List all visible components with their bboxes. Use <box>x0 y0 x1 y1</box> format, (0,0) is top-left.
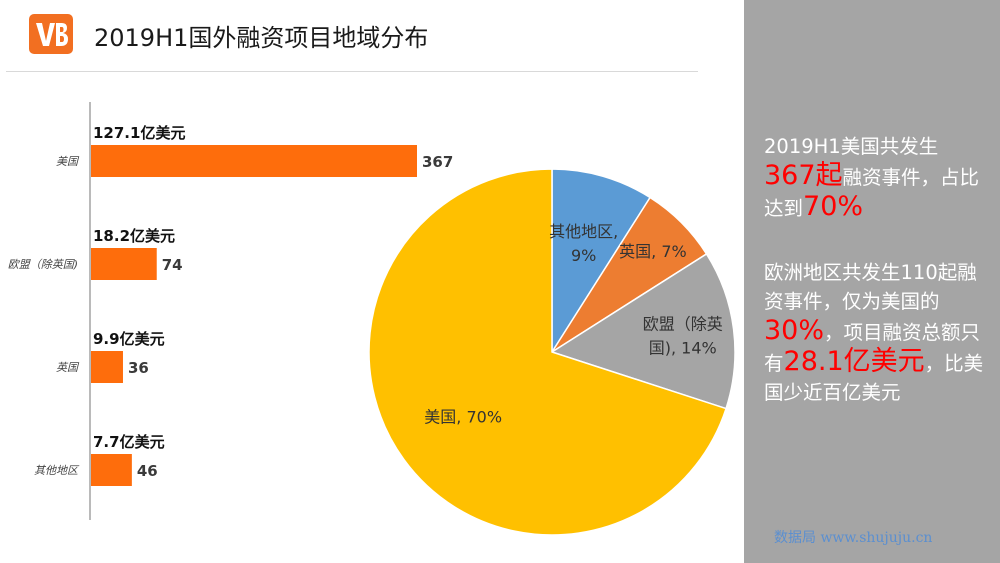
summary-text: 欧洲地区共发生110起融资事件，仅为美国的 <box>764 261 977 313</box>
bar <box>91 248 157 280</box>
bar-category-label: 美国 <box>56 155 80 168</box>
pie-slice-label-line2: 9% <box>571 246 596 265</box>
bar-category-label: 欧盟（除英国) <box>8 258 78 271</box>
brand-logo <box>29 14 73 54</box>
summary-sidebar: 2019H1美国共发生 367起融资事件，占比达到70% 欧洲地区共发生110起融… <box>744 0 1000 563</box>
bar-value-label: 46 <box>137 462 158 480</box>
logo-mark-icon <box>36 23 68 46</box>
summary-text: ，比美国少近百亿美元 <box>764 352 984 404</box>
pie-slice-label: 其他地区, <box>549 222 618 241</box>
pie-slice-label: 欧盟（除英 <box>643 314 723 333</box>
pie-slice <box>550 252 736 410</box>
highlight-eu-amount: 28.1亿美元 <box>783 346 925 377</box>
highlight-us-share: 70% <box>803 191 864 222</box>
highlight-us-count: 367起 <box>764 160 843 191</box>
summary-text: 2019H1美国共发生 <box>764 135 939 158</box>
pie-slice-label: 美国, 70% <box>424 408 502 427</box>
summary-paragraph-us: 2019H1美国共发生 367起融资事件，占比达到70% <box>764 132 990 223</box>
title-divider <box>6 71 698 72</box>
pie-slice-label-line2: 国), 14% <box>649 338 717 357</box>
bar-amount-label: 18.2亿美元 <box>93 227 175 245</box>
summary-text: ，项目融资总额只有 <box>764 321 981 375</box>
bar-value-label: 367 <box>422 153 453 171</box>
bar <box>91 351 123 383</box>
highlight-eu-ratio: 30% <box>764 315 825 346</box>
pie-slice-label: 英国, 7% <box>619 242 687 261</box>
page-title: 2019H1国外融资项目地域分布 <box>94 24 429 52</box>
pie-slice <box>368 168 727 536</box>
bar-value-label: 74 <box>162 256 183 274</box>
pie-slice <box>551 168 652 355</box>
summary-text: 融资事件，占比达到 <box>764 166 980 220</box>
bar-category-label: 英国 <box>56 361 80 374</box>
bar-value-label: 36 <box>128 359 149 377</box>
pie-chart: 其他地区, 9% 英国, 7% 欧盟（除英国), 14% 美国, 70% <box>368 168 736 536</box>
bar-amount-label: 9.9亿美元 <box>93 330 165 348</box>
bar <box>91 145 417 177</box>
summary-paragraph-eu: 欧洲地区共发生110起融资事件，仅为美国的30%，项目融资总额只有28.1亿美元… <box>764 258 990 407</box>
bar-category-label: 其他地区 <box>34 464 80 477</box>
bar-amount-label: 127.1亿美元 <box>93 124 185 142</box>
watermark: 数据局 www.shujuju.cn <box>774 530 933 546</box>
bar-amount-label: 7.7亿美元 <box>93 433 165 451</box>
bar <box>91 454 132 486</box>
